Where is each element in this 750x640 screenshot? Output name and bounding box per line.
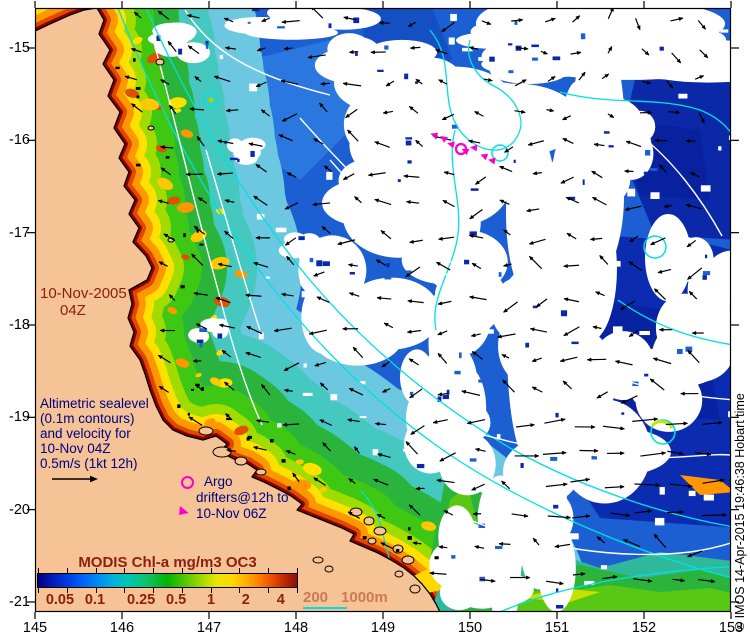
drifter-arrow-icon — [179, 506, 189, 516]
colorbar-tick-label: 1 — [207, 592, 216, 608]
altimetry-note-line: and velocity for — [40, 426, 131, 441]
x-axis-label: 153 — [718, 620, 744, 636]
colorbar-tick — [38, 568, 39, 573]
colorbar-tick — [124, 568, 126, 573]
colorbar-tick — [38, 588, 39, 593]
altimetry-note-line: (0.1m contours) — [40, 411, 135, 426]
isobath-line-sample — [303, 607, 347, 609]
colorbar-tick-label: 0.1 — [84, 592, 106, 608]
map-frame — [34, 7, 732, 613]
argo-float-icon — [181, 475, 194, 489]
argo-label: drifters@12h to — [196, 490, 289, 505]
y-axis-label: -18 — [9, 316, 30, 333]
isobath-legend: 200 1000m — [303, 589, 388, 609]
copyright-text: © IMOS 14-Apr-2015 19:46:38 Hobart time — [733, 393, 747, 631]
scene-date: 10-Nov-2005 — [40, 285, 127, 302]
colorbar-tick — [239, 568, 241, 573]
colorbar-labels: 0.05 0.1 0.25 0.5 1 2 4 — [37, 592, 298, 608]
colorbar-tick — [210, 568, 212, 573]
colorbar-tick — [268, 588, 270, 593]
colorbar-tick — [153, 588, 155, 593]
x-axis-label: 149 — [370, 620, 396, 636]
colorbar-tick-label: 0.05 — [45, 592, 75, 608]
altimetry-note-line: 0.5m/s (1kt 12h) — [40, 456, 138, 471]
x-axis-label: 150 — [457, 620, 483, 636]
colorbar-tick — [95, 568, 97, 573]
y-axis-label: -15 — [9, 40, 30, 56]
colorbar-tick — [210, 588, 212, 593]
altimetry-note-line: 10-Nov 04Z — [40, 441, 111, 456]
scene-date-annotation: 10-Nov-2005 04Z — [40, 285, 127, 319]
x-axis-label: 147 — [196, 620, 222, 636]
land-mass — [35, 8, 441, 612]
colorbar-tick — [66, 588, 68, 593]
scene-time: 04Z — [60, 302, 86, 319]
colorbar-tick — [297, 568, 298, 573]
colorbar-gradient — [37, 568, 298, 593]
isobath-1000-label: 1000m — [341, 589, 388, 606]
altimetry-note: Altimetric sealevel (0.1m contours) and … — [40, 396, 149, 485]
colorbar-tick — [95, 588, 97, 593]
y-axis-label: -21 — [9, 593, 30, 610]
colorbar-tick — [181, 568, 183, 573]
x-axis-label: 152 — [631, 620, 657, 636]
velocity-vectors — [124, 8, 728, 586]
colorbar-tick-label: 2 — [241, 592, 250, 608]
y-axis-label: -20 — [9, 501, 30, 518]
velocity-scale-arrow-icon — [52, 475, 98, 483]
x-axis-label: 145 — [22, 620, 48, 636]
x-axis-label: 146 — [109, 620, 135, 636]
colorbar-tick — [297, 588, 298, 593]
y-axis-label: -16 — [9, 132, 30, 149]
colorbar-tick — [181, 588, 183, 593]
colorbar-tick-label: 0.5 — [166, 592, 187, 608]
colorbar-tick — [66, 568, 68, 573]
isobath-200-label: 200 — [303, 589, 329, 606]
colorbar-tick — [239, 588, 241, 593]
x-axis-label: 148 — [283, 620, 309, 636]
argo-label: 10-Nov 06Z — [196, 506, 267, 521]
colorbar-tick-label: 4 — [276, 592, 285, 608]
x-axis-label: 151 — [544, 620, 570, 636]
colorbar-tick — [153, 568, 155, 573]
argo-label: Argo — [204, 474, 233, 489]
colorbar-tick — [268, 568, 270, 573]
colorbar-tick-label: 0.25 — [127, 592, 156, 608]
y-axis-label: -19 — [9, 409, 30, 426]
argo-legend: Argo drifters@12h to 10-Nov 06Z — [179, 474, 289, 522]
map-layers — [35, 8, 731, 612]
argo-drifter-markers — [430, 132, 496, 165]
altimetry-note-line: Altimetric sealevel — [40, 396, 149, 411]
colorbar-title: MODIS Chl-a mg/m3 OC3 — [78, 554, 257, 571]
colorbar: MODIS Chl-a mg/m3 OC3 0.05 0.1 0.25 0.5 1 2 4 — [37, 554, 298, 608]
colorbar-tick — [124, 588, 126, 593]
y-axis-label: -17 — [9, 224, 30, 241]
